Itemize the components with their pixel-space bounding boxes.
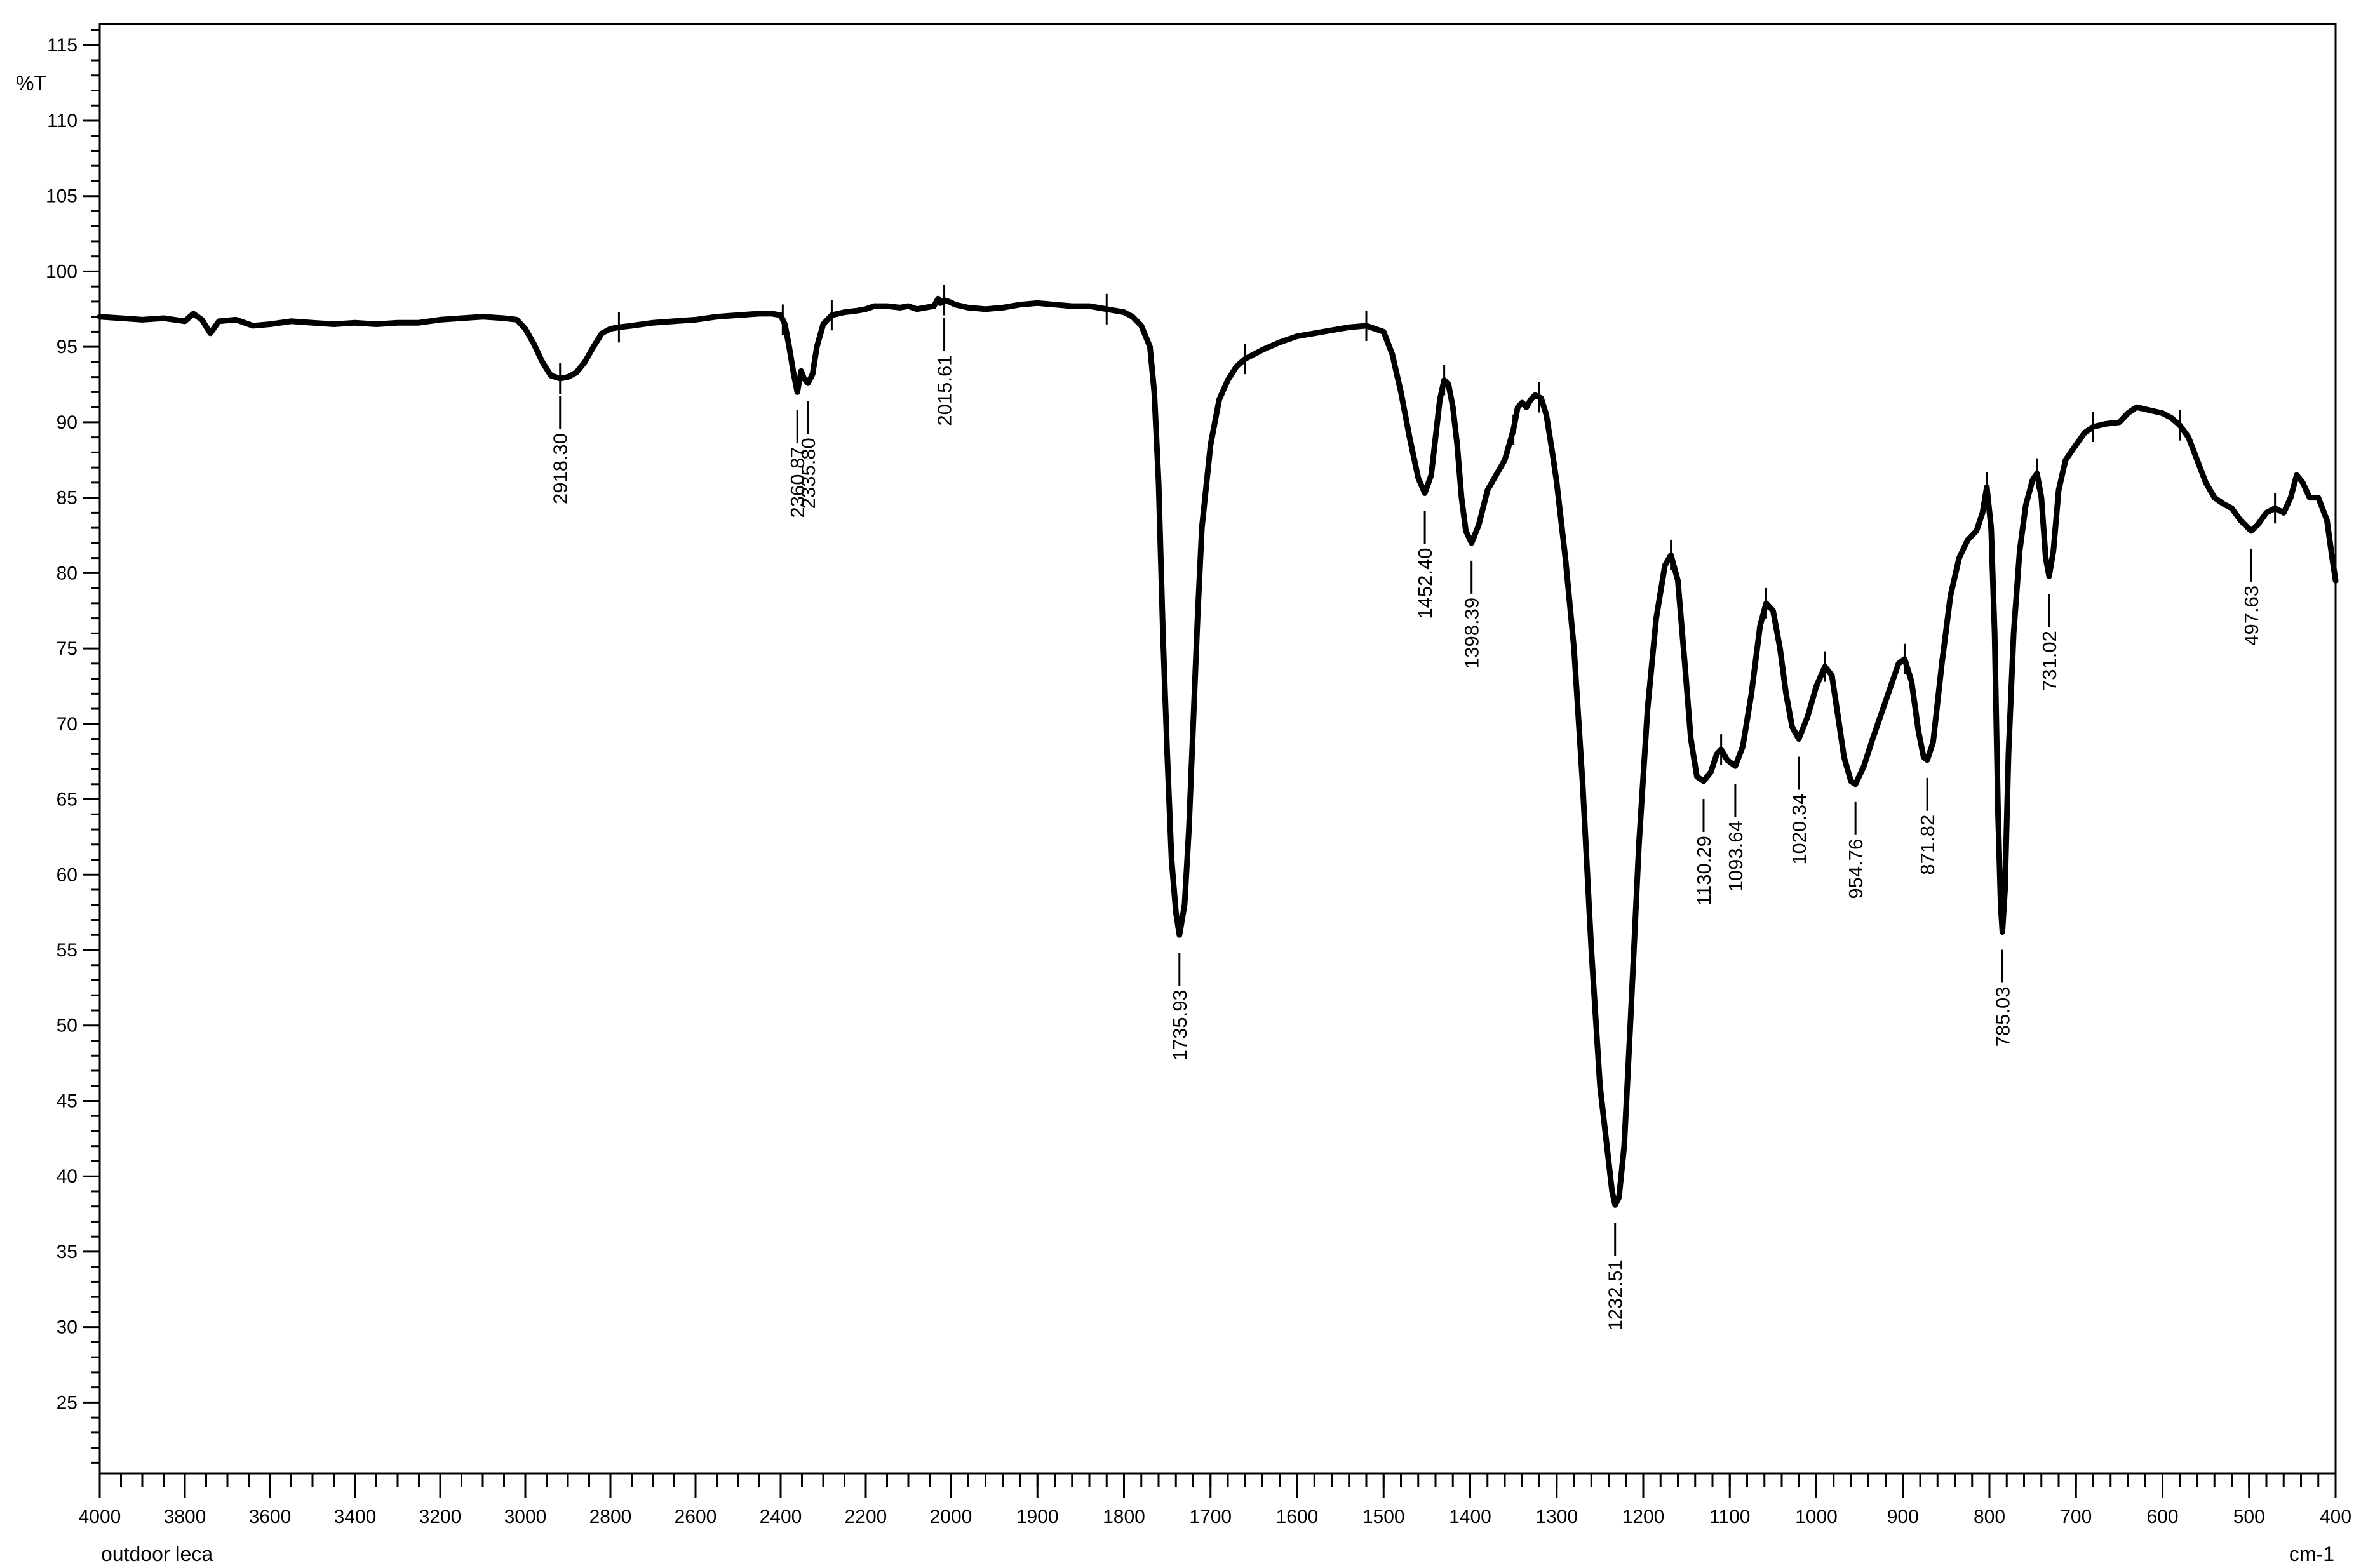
- y-tick-label: 45: [57, 1090, 77, 1111]
- x-tick-label: 1600: [1276, 1506, 1319, 1527]
- x-tick-label: 2800: [589, 1506, 632, 1527]
- x-tick-label: 2400: [760, 1506, 802, 1527]
- x-tick-label: 2000: [930, 1506, 972, 1527]
- x-tick-label: 600: [2146, 1506, 2178, 1527]
- x-tick-label: 2200: [845, 1506, 887, 1527]
- x-tick-label: 1200: [1622, 1506, 1665, 1527]
- x-tick-label: 1700: [1189, 1506, 1232, 1527]
- x-tick-label: 3200: [419, 1506, 462, 1527]
- peak-label: 497.63: [2240, 586, 2263, 646]
- y-tick-label: 35: [57, 1242, 77, 1263]
- x-tick-label: 1000: [1795, 1506, 1838, 1527]
- x-tick-label: 700: [2060, 1506, 2092, 1527]
- y-tick-label: 90: [57, 412, 77, 433]
- x-tick-label: 400: [2320, 1506, 2351, 1527]
- y-tick-label: 85: [57, 488, 77, 509]
- x-tick-label: 4000: [79, 1506, 121, 1527]
- peak-label: 1093.64: [1725, 821, 1747, 892]
- x-tick-label: 800: [1974, 1506, 2005, 1527]
- x-axis-unit-label: cm-1: [2289, 1543, 2334, 1565]
- x-tick-label: 3000: [504, 1506, 547, 1527]
- y-tick-label: 75: [57, 638, 77, 659]
- peak-label: 1130.29: [1693, 836, 1715, 906]
- peak-label: 954.76: [1845, 839, 1867, 899]
- peak-label: 2360.87: [786, 446, 809, 518]
- sample-name-label: outdoor leca: [101, 1543, 213, 1565]
- peak-label: 2015.61: [933, 355, 955, 426]
- y-tick-label: 70: [57, 714, 77, 735]
- x-tick-label: 1400: [1449, 1506, 1491, 1527]
- y-tick-label: 95: [57, 337, 77, 358]
- y-tick-label: 25: [57, 1392, 77, 1413]
- plot-frame: [98, 23, 2337, 1475]
- y-tick-label: 30: [57, 1317, 77, 1338]
- peak-label: 1398.39: [1461, 598, 1483, 669]
- y-tick-label: 110: [47, 111, 77, 131]
- y-tick-label: 60: [57, 864, 77, 885]
- peak-label: 2335.80: [797, 438, 819, 509]
- peak-label: 1452.40: [1414, 547, 1436, 619]
- y-tick-label: 115: [47, 35, 77, 56]
- peak-label: 785.03: [1991, 987, 2014, 1047]
- x-tick-label: 3600: [249, 1506, 292, 1527]
- x-tick-label: 1800: [1103, 1506, 1145, 1527]
- x-tick-label: 900: [1887, 1506, 1919, 1527]
- peak-label: 1232.51: [1604, 1259, 1627, 1330]
- x-tick-label: 1900: [1016, 1506, 1059, 1527]
- y-tick-label: 105: [46, 186, 77, 207]
- x-tick-label: 1500: [1362, 1506, 1405, 1527]
- spectrum-line: [97, 295, 2339, 1208]
- x-tick-label: 3800: [164, 1506, 206, 1527]
- peak-label: 1020.34: [1788, 794, 1810, 865]
- x-tick-label: 3400: [334, 1506, 377, 1527]
- y-axis: 25 30 35 40 45 50 55 60 65 70 75 80 85 90 95 100 105 110 1…: [46, 29, 100, 1464]
- peak-label: 871.82: [1916, 815, 1939, 875]
- x-tick-label: 1300: [1535, 1506, 1578, 1527]
- x-tick-label: 500: [2233, 1506, 2265, 1527]
- x-tick-label: 2600: [675, 1506, 717, 1527]
- y-tick-label: 80: [57, 563, 77, 584]
- x-tick-label: 1100: [1709, 1506, 1751, 1527]
- peak-label: 1735.93: [1169, 989, 1191, 1061]
- peak-label: 731.02: [2038, 631, 2061, 691]
- peak-label: 2918.30: [549, 433, 572, 504]
- y-tick-label: 50: [57, 1015, 77, 1036]
- y-axis-label: %T: [16, 72, 46, 95]
- y-tick-label: 55: [57, 940, 77, 961]
- y-tick-label: 100: [46, 261, 77, 282]
- x-axis: 4000 3800 3600 3400 3200 3000 2800 2600 2400 2200…: [79, 1473, 2351, 1527]
- y-tick-label: 65: [57, 789, 77, 810]
- y-tick-label: 40: [57, 1166, 77, 1187]
